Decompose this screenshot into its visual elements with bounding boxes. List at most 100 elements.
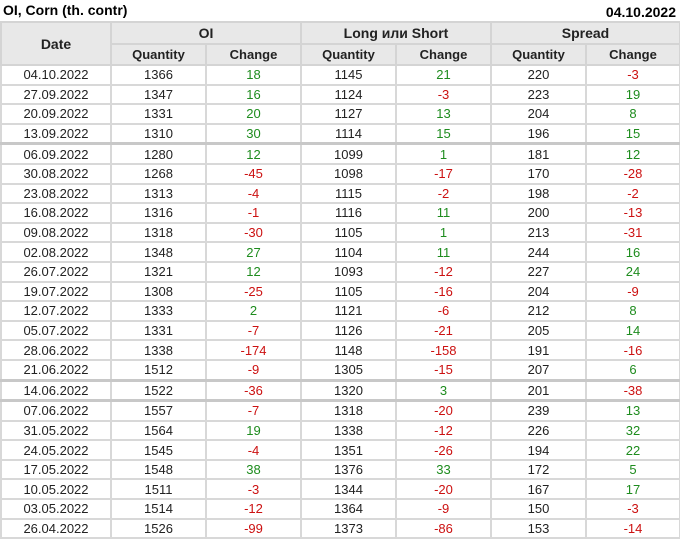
header-quantity: Quantity: [490, 43, 587, 66]
long-short-quantity-cell: 1318: [300, 399, 397, 422]
date-cell: 12.07.2022: [0, 300, 112, 322]
oi-quantity-cell: 1316: [110, 202, 207, 224]
long-short-change-cell: -16: [395, 280, 492, 303]
spread-quantity-cell: 212: [490, 300, 587, 322]
long-short-change-cell: -20: [395, 478, 492, 501]
long-short-quantity-cell: 1364: [300, 498, 397, 520]
header-change: Change: [395, 43, 492, 66]
table-row: 14.06.2022 1522 -36 1320 3 201 -38: [0, 378, 680, 402]
table-row: 12.07.2022 1333 2 1121 -6 212 8: [0, 300, 680, 322]
long-short-change-cell: 11: [395, 241, 492, 263]
header-oi: OI: [110, 21, 302, 45]
date-cell: 10.05.2022: [0, 478, 112, 501]
spread-quantity-cell: 201: [490, 378, 587, 402]
spread-quantity-cell: 239: [490, 399, 587, 422]
spread-quantity-cell: 181: [490, 142, 587, 165]
date-cell: 26.04.2022: [0, 517, 112, 540]
oi-change-cell: -7: [205, 399, 302, 422]
long-short-change-cell: -12: [395, 419, 492, 442]
date-cell: 14.06.2022: [0, 378, 112, 402]
date-cell: 07.06.2022: [0, 399, 112, 422]
spread-quantity-cell: 223: [490, 83, 587, 106]
spread-quantity-cell: 194: [490, 439, 587, 461]
oi-quantity-cell: 1564: [110, 419, 207, 442]
date-cell: 09.08.2022: [0, 221, 112, 244]
date-cell: 21.06.2022: [0, 358, 112, 382]
table-row: 17.05.2022 1548 38 1376 33 172 5: [0, 458, 680, 481]
long-short-quantity-cell: 1105: [300, 280, 397, 303]
oi-change-cell: -7: [205, 319, 302, 342]
long-short-quantity-cell: 1148: [300, 339, 397, 361]
table-row: 19.07.2022 1308 -25 1105 -16 204 -9: [0, 280, 680, 303]
spread-quantity-cell: 204: [490, 103, 587, 125]
spread-quantity-cell: 200: [490, 202, 587, 224]
long-short-change-cell: -6: [395, 300, 492, 322]
header-long-short: Long или Short: [300, 21, 492, 45]
page-title: OI, Corn (th. contr): [3, 2, 128, 18]
oi-table: Date OI Long или Short Spread Quantity C…: [0, 21, 680, 540]
long-short-quantity-cell: 1145: [300, 64, 397, 86]
spread-change-cell: 8: [585, 300, 680, 322]
table-row: 27.09.2022 1347 16 1124 -3 223 19: [0, 83, 680, 106]
spread-quantity-cell: 167: [490, 478, 587, 501]
date-cell: 02.08.2022: [0, 241, 112, 263]
spread-change-cell: -14: [585, 517, 680, 540]
oi-quantity-cell: 1511: [110, 478, 207, 501]
oi-change-cell: -25: [205, 280, 302, 303]
oi-change-cell: -36: [205, 378, 302, 402]
date-cell: 06.09.2022: [0, 142, 112, 165]
spread-change-cell: 12: [585, 142, 680, 165]
oi-change-cell: -99: [205, 517, 302, 540]
long-short-change-cell: -20: [395, 399, 492, 422]
oi-quantity-cell: 1545: [110, 439, 207, 461]
oi-quantity-cell: 1331: [110, 103, 207, 125]
date-cell: 31.05.2022: [0, 419, 112, 442]
spread-change-cell: -3: [585, 498, 680, 520]
oi-quantity-cell: 1331: [110, 319, 207, 342]
date-cell: 03.05.2022: [0, 498, 112, 520]
spread-change-cell: 13: [585, 399, 680, 422]
long-short-change-cell: 11: [395, 202, 492, 224]
spread-change-cell: -9: [585, 280, 680, 303]
spread-change-cell: 8: [585, 103, 680, 125]
long-short-quantity-cell: 1351: [300, 439, 397, 461]
long-short-change-cell: -12: [395, 260, 492, 283]
oi-quantity-cell: 1313: [110, 182, 207, 205]
oi-quantity-cell: 1318: [110, 221, 207, 244]
oi-quantity-cell: 1512: [110, 358, 207, 382]
spread-quantity-cell: 170: [490, 162, 587, 185]
table-row: 21.06.2022 1512 -9 1305 -15 207 6: [0, 358, 680, 382]
spread-change-cell: 5: [585, 458, 680, 481]
oi-quantity-cell: 1347: [110, 83, 207, 106]
spread-quantity-cell: 191: [490, 339, 587, 361]
long-short-change-cell: -86: [395, 517, 492, 540]
spread-change-cell: -28: [585, 162, 680, 185]
long-short-change-cell: -15: [395, 358, 492, 382]
oi-quantity-cell: 1338: [110, 339, 207, 361]
spread-quantity-cell: 213: [490, 221, 587, 244]
oi-quantity-cell: 1310: [110, 122, 207, 145]
long-short-quantity-cell: 1344: [300, 478, 397, 501]
spread-change-cell: -13: [585, 202, 680, 224]
header-date: Date: [0, 21, 112, 66]
table-row: 07.06.2022 1557 -7 1318 -20 239 13: [0, 399, 680, 422]
spread-change-cell: -38: [585, 378, 680, 402]
oi-change-cell: -3: [205, 478, 302, 501]
spread-quantity-cell: 172: [490, 458, 587, 481]
long-short-change-cell: 33: [395, 458, 492, 481]
long-short-quantity-cell: 1098: [300, 162, 397, 185]
oi-quantity-cell: 1526: [110, 517, 207, 540]
long-short-change-cell: -17: [395, 162, 492, 185]
oi-change-cell: 12: [205, 260, 302, 283]
long-short-quantity-cell: 1104: [300, 241, 397, 263]
date-cell: 20.09.2022: [0, 103, 112, 125]
table-row: 10.05.2022 1511 -3 1344 -20 167 17: [0, 478, 680, 501]
oi-quantity-cell: 1268: [110, 162, 207, 185]
long-short-quantity-cell: 1124: [300, 83, 397, 106]
table-row: 03.05.2022 1514 -12 1364 -9 150 -3: [0, 498, 680, 520]
long-short-quantity-cell: 1126: [300, 319, 397, 342]
spread-change-cell: -3: [585, 64, 680, 86]
date-cell: 13.09.2022: [0, 122, 112, 145]
oi-change-cell: -30: [205, 221, 302, 244]
long-short-change-cell: 1: [395, 142, 492, 165]
